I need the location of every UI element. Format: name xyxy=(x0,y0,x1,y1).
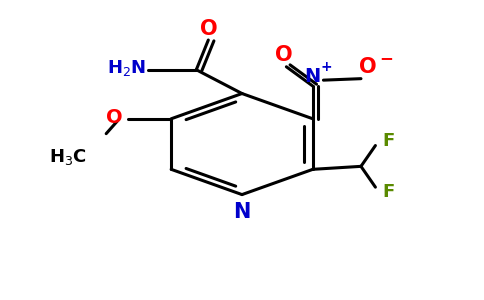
Text: O: O xyxy=(360,57,377,77)
Text: O: O xyxy=(275,45,293,65)
Text: F: F xyxy=(383,132,395,150)
Text: N: N xyxy=(305,67,321,85)
Text: H$_2$N: H$_2$N xyxy=(106,58,146,78)
Text: O: O xyxy=(106,108,123,127)
Text: −: − xyxy=(379,50,393,68)
Text: N: N xyxy=(233,202,251,222)
Text: O: O xyxy=(199,19,217,38)
Text: F: F xyxy=(383,183,395,201)
Text: H$_3$C: H$_3$C xyxy=(49,147,87,167)
Text: +: + xyxy=(320,60,332,74)
